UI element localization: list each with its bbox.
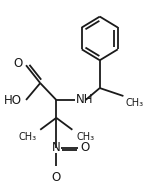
Text: O: O — [13, 57, 22, 70]
Text: O: O — [81, 141, 90, 154]
Text: CH₃: CH₃ — [18, 132, 36, 142]
Text: NH: NH — [76, 94, 94, 107]
Text: O: O — [52, 171, 61, 185]
Text: N: N — [52, 141, 61, 154]
Text: CH₃: CH₃ — [125, 98, 143, 108]
Text: CH₃: CH₃ — [76, 132, 94, 142]
Text: HO: HO — [4, 94, 22, 108]
